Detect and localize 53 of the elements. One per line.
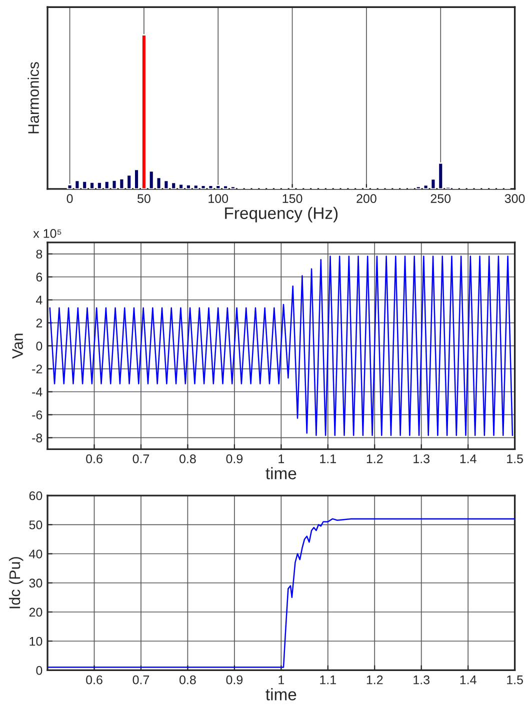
x-tick-label: 100 — [208, 194, 228, 203]
x-tick-label: 0.8 — [180, 675, 196, 684]
y-tick-label: 10 — [30, 636, 42, 646]
y-tick-label: -2 — [32, 364, 42, 374]
y-tick-label: 4 — [36, 296, 42, 304]
x-tick-label: 0.7 — [132, 675, 150, 684]
x-tick-label: 150 — [282, 194, 302, 203]
x-tick-label: 200 — [356, 194, 376, 203]
x-axis-title: time — [266, 688, 296, 700]
x-tick-label: 1.2 — [366, 454, 383, 464]
y-tick-label: 30 — [29, 578, 42, 588]
y-tick-label: 6 — [36, 272, 42, 282]
x-tick-label: 0 — [66, 194, 73, 203]
x-tick-label: 1.1 — [320, 454, 336, 464]
y-axis-title: Van — [12, 334, 23, 359]
x-tick-label: 250 — [430, 194, 451, 203]
y-tick-label: 8 — [36, 250, 42, 259]
x-tick-label: 0.9 — [226, 675, 243, 684]
x-tick-label: 1.1 — [320, 676, 336, 684]
y-tick-label: 60 — [29, 491, 42, 500]
y-tick-label: 0 — [36, 666, 42, 675]
x-tick-label: 1 — [278, 454, 284, 464]
x-tick-label: 1 — [278, 676, 284, 684]
line-series — [49, 256, 514, 436]
x-tick-label: 1.5 — [507, 676, 523, 684]
y-tick-label: 40 — [29, 550, 42, 558]
x-tick-label: 1.3 — [414, 454, 430, 464]
x-tick-label: 1.2 — [366, 675, 383, 684]
x-tick-label: 1.4 — [460, 454, 476, 464]
y-tick-label: 2 — [36, 318, 42, 328]
y-tick-label: -6 — [32, 410, 42, 420]
text: x 10⁵ — [33, 229, 62, 238]
x-tick-label: 300 — [504, 194, 525, 203]
x-tick-label: 50 — [137, 194, 150, 203]
y-axis-title: Idc (Pu) — [8, 557, 24, 608]
bar — [66, 184, 73, 189]
line-series — [48, 518, 515, 668]
x-tick-label: 0.8 — [180, 454, 196, 464]
y-tick-label: -4 — [32, 388, 42, 396]
x-tick-label: 0.6 — [86, 675, 102, 684]
y-tick-label: -8 — [32, 434, 42, 442]
x-axis-title: Frequency (Hz) — [225, 206, 338, 222]
y-axis-title: Harmonics — [28, 62, 39, 134]
y-tick-label: 0 — [36, 342, 42, 350]
x-tick-label: 1.4 — [460, 676, 476, 684]
x-tick-label: 0.9 — [226, 454, 243, 464]
y-tick-label: 50 — [29, 520, 42, 530]
x-tick-label: 0.7 — [132, 454, 150, 464]
x-tick-label: 1.5 — [507, 454, 523, 464]
y-tick-label: 20 — [29, 608, 42, 617]
x-tick-label: 1.3 — [414, 675, 430, 684]
x-tick-label: 0.6 — [86, 454, 102, 464]
x-axis-title: time — [266, 467, 296, 480]
